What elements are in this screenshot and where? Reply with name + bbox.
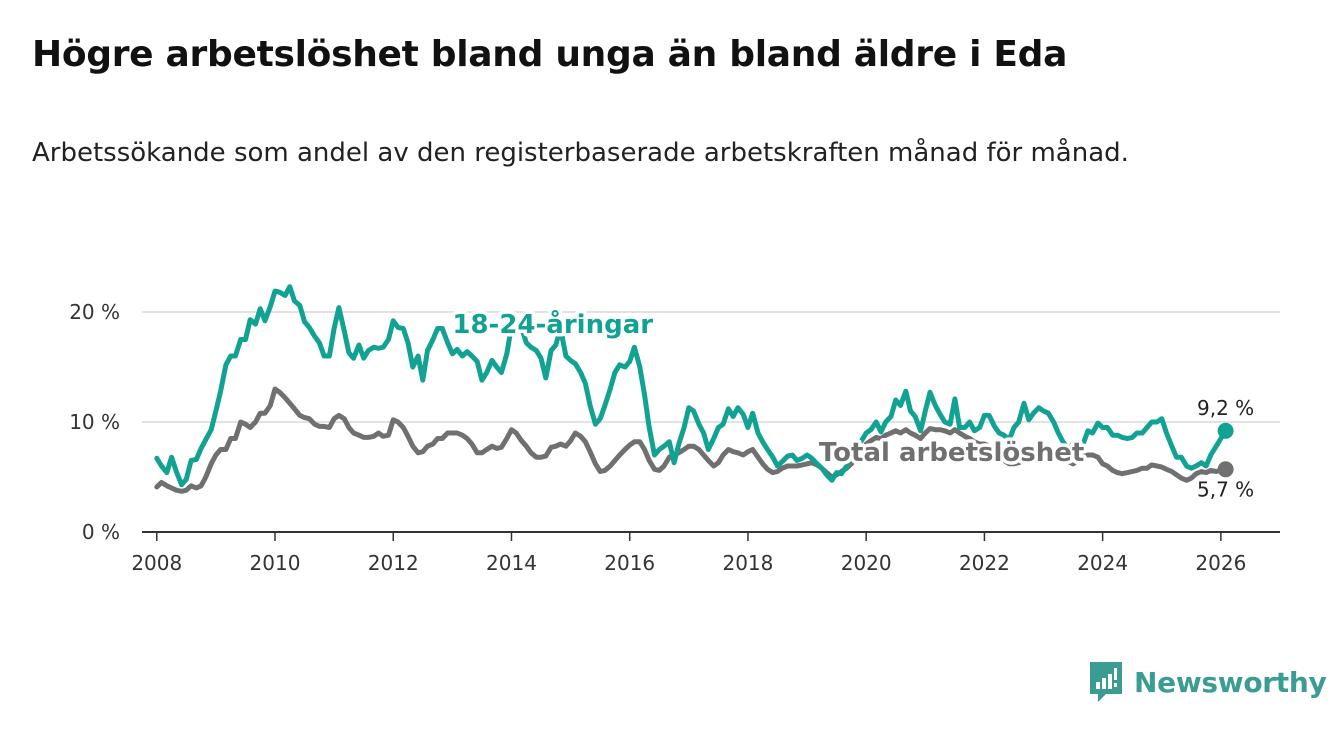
series-label: 18-24-åringar: [452, 308, 653, 340]
series-label-halo: 18-24-åringar: [452, 308, 653, 340]
y-tick-label: 20 %: [69, 300, 120, 324]
x-tick-label: 2008: [131, 551, 182, 575]
y-tick-label: 10 %: [69, 410, 120, 434]
newsworthy-brand: Newsworthy: [1088, 660, 1327, 704]
x-tick-label: 2020: [841, 551, 892, 575]
brand-name: Newsworthy: [1134, 665, 1327, 699]
x-tick-label: 2012: [368, 551, 419, 575]
x-tick-label: 2022: [959, 551, 1010, 575]
series-end-point: [1217, 422, 1234, 439]
chart-subtitle: Arbetssökande som andel av den registerb…: [32, 138, 1129, 168]
newsworthy-logo-icon: [1090, 662, 1122, 702]
x-tick-label: 2018: [722, 551, 773, 575]
x-tick-label: 2024: [1077, 551, 1128, 575]
x-tick-label: 2010: [250, 551, 301, 575]
x-tick-label: 2016: [604, 551, 655, 575]
series-line-total: [154, 386, 1229, 494]
x-tick-label: 2014: [486, 551, 537, 575]
end-value-label: 9,2 %: [1197, 396, 1254, 420]
y-tick-label: 0 %: [82, 520, 120, 544]
x-tick-label: 2026: [1195, 551, 1246, 575]
series-end-point: [1217, 461, 1234, 478]
series-label-halo: Total arbetslöshet: [819, 438, 1084, 468]
series-line-youth: [154, 284, 1229, 488]
series-label: Total arbetslöshet: [819, 438, 1084, 468]
end-value-label: 5,7 %: [1197, 477, 1254, 501]
chart-title: Högre arbetslöshet bland unga än bland ä…: [32, 34, 1068, 75]
